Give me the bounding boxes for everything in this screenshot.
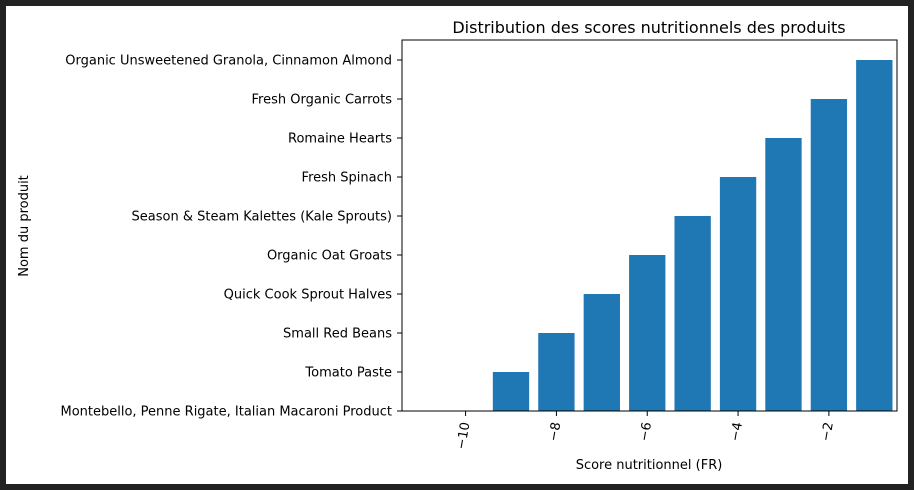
x-axis: −10 −8 −6 −4 −2: [454, 411, 837, 451]
bar: [674, 216, 711, 411]
y-tick-label: Small Red Beans: [283, 327, 392, 342]
bar: [810, 99, 848, 411]
bar: [765, 138, 802, 411]
x-tick-label: −8: [546, 421, 564, 442]
y-tick-label: Organic Unsweetened Granola, Cinnamon Al…: [65, 54, 392, 69]
x-tick-label: −6: [637, 421, 655, 442]
y-tick-label: Montebello, Penne Rigate, Italian Macaro…: [60, 405, 392, 420]
y-axis-label: Nom du produit: [17, 175, 32, 277]
bar: [583, 294, 620, 411]
x-axis-label: Score nutritionnel (FR): [576, 458, 723, 473]
y-tick-label: Season & Steam Kalettes (Kale Sprouts): [132, 210, 392, 225]
y-tick-label: Romaine Hearts: [288, 132, 392, 147]
bars-group: [492, 60, 893, 411]
y-tick-label: Organic Oat Groats: [267, 249, 392, 264]
x-tick-label: −10: [454, 421, 474, 451]
y-tick-label: Fresh Spinach: [302, 171, 392, 186]
bar: [538, 333, 575, 411]
x-tick-label: −4: [728, 421, 746, 442]
y-tick-label: Tomato Paste: [304, 366, 392, 381]
bar: [629, 255, 666, 411]
chart-title: Distribution des scores nutritionnels de…: [452, 18, 845, 37]
y-tick-label: Quick Cook Sprout Halves: [224, 288, 393, 303]
y-axis: Montebello, Penne Rigate, Italian Macaro…: [60, 54, 402, 420]
bar: [719, 177, 757, 411]
plot-area: [401, 39, 898, 412]
bar: [492, 372, 530, 411]
bar: [856, 60, 893, 411]
x-tick-label: −2: [819, 421, 837, 442]
y-tick-label: Fresh Organic Carrots: [252, 93, 393, 108]
